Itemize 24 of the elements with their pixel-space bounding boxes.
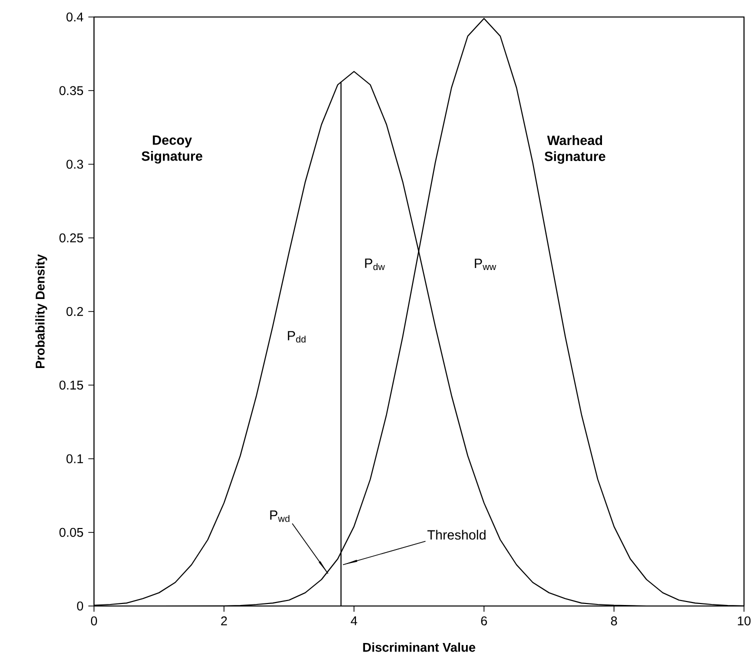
x-tick-label: 4: [350, 616, 358, 626]
x-tick-label: 0: [90, 616, 98, 626]
y-tick-label: 0.15: [59, 380, 84, 390]
x-tick-label: 10: [738, 616, 751, 626]
annotation: Warhead Signature: [544, 135, 606, 164]
y-tick-label: 0.25: [59, 233, 84, 242]
y-tick-label: 0.2: [66, 307, 83, 316]
annotation: P$_{wd}$: [270, 510, 290, 522]
annotation: Decoy Signature: [142, 136, 202, 164]
x-tick-label: 6: [481, 616, 487, 626]
y-tick-label: 0: [77, 602, 84, 610]
x-tick-label: 8: [611, 616, 617, 626]
annotation: P$_{ww}$: [474, 258, 496, 270]
y-tick-label: 0.3: [66, 160, 84, 169]
y-axis-title: Probability Density: [35, 254, 48, 368]
y-tick-label: 0.35: [59, 86, 84, 96]
x-tick-label: 2: [221, 616, 227, 626]
y-tick-label: 0.1: [66, 454, 83, 464]
y-tick-label: 0.05: [59, 528, 84, 537]
annotation: P$_{dw}$: [365, 258, 385, 270]
annotation: P$_{dd}$: [288, 331, 306, 343]
x-axis-title: Discriminant Value: [363, 642, 476, 652]
y-tick-label: 0.4: [66, 12, 84, 22]
annotation: Threshold: [427, 530, 486, 540]
